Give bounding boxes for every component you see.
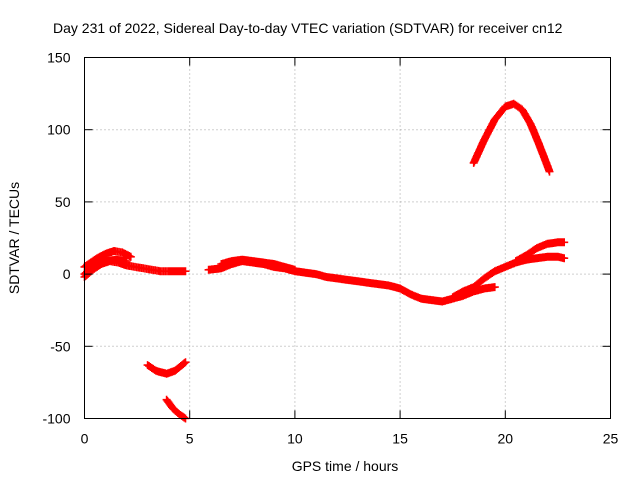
x-tick-label: 15 [392,431,408,447]
data-point-markers [217,255,299,274]
data-series [80,99,569,423]
series-track-i [511,238,569,266]
chart-title: Day 231 of 2022, Sidereal Day-to-day VTE… [53,20,563,36]
x-tick-label: 5 [186,431,194,447]
data-point-markers [162,395,190,423]
x-tick-label: 25 [603,431,619,447]
data-point-markers [143,358,190,378]
y-tick-label: -100 [42,411,70,427]
x-tick-label: 10 [287,431,303,447]
series-track-h [448,252,569,302]
grid [84,57,611,419]
y-tick-label: 150 [47,50,71,66]
series-track-d [143,358,190,378]
data-point-markers [448,252,569,302]
y-tick-label: 50 [55,194,71,210]
axis-ticks: 0 5 10 15 20 25 -100 -50 0 50 100 150 [42,50,618,447]
x-axis-title: GPS time / hours [292,458,399,474]
x-tick-label: 0 [81,431,89,447]
y-tick-label: 0 [63,266,71,282]
series-track-g [217,255,299,274]
data-point-markers [469,99,554,176]
plot-frame [84,57,611,419]
series-track-j [469,99,554,176]
data-point-markers [511,238,569,266]
y-tick-label: 100 [47,122,71,138]
series-track-e [162,395,190,423]
x-tick-label: 20 [498,431,514,447]
y-axis-title: SDTVAR / TECUs [6,182,22,294]
y-tick-label: -50 [50,338,70,354]
